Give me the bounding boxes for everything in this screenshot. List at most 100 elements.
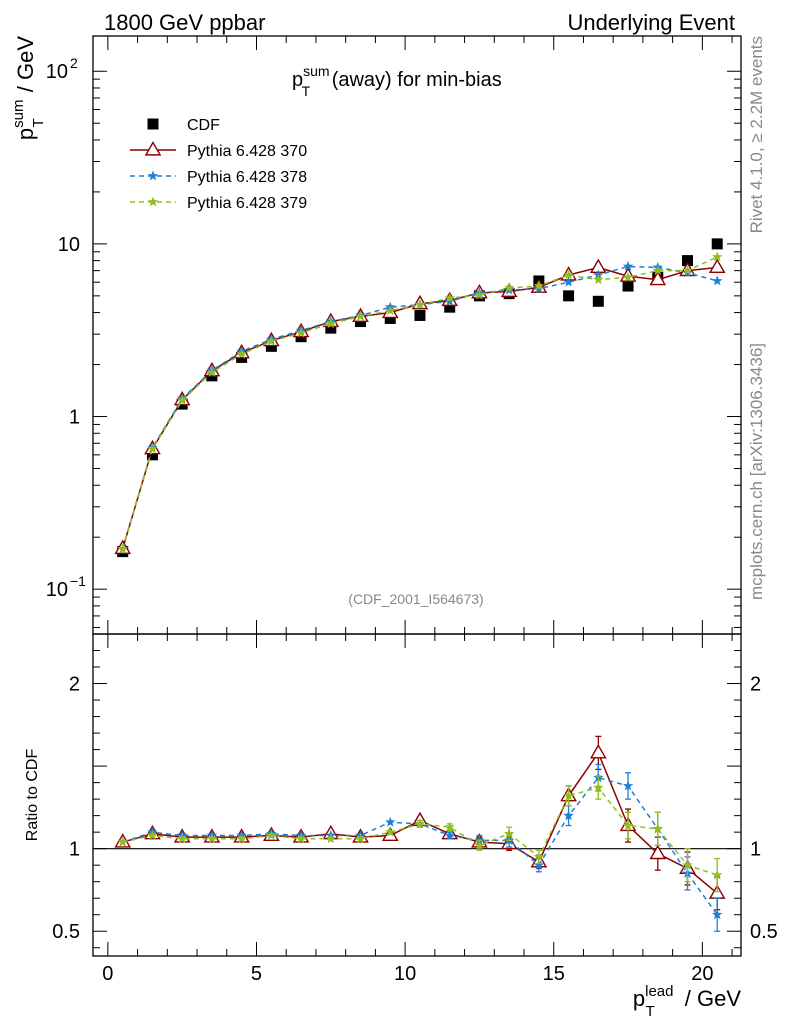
data-point	[474, 289, 485, 300]
series-line	[121, 266, 718, 549]
data-point	[563, 269, 574, 280]
header-right: Underlying Event	[567, 10, 735, 35]
data-point	[444, 295, 455, 306]
ratio-point	[712, 909, 723, 920]
ratio-point	[712, 869, 723, 880]
data-point	[295, 327, 307, 338]
ratio-panel-frame	[92, 633, 742, 957]
y-tick-label: 10	[46, 579, 68, 601]
legend-label: Pythia 6.428 379	[187, 195, 307, 212]
data-point	[712, 251, 723, 262]
ratio-y-tick-label-left: 0.5	[52, 921, 80, 943]
ratio-series-3	[117, 775, 723, 893]
ratio-point	[622, 780, 634, 791]
data-point	[117, 543, 128, 554]
ratio-point	[325, 833, 336, 844]
ratio-y-tick-label-left: 2	[69, 674, 80, 696]
legend-marker	[147, 170, 159, 181]
ratio-point	[622, 820, 634, 830]
data-point	[444, 292, 455, 303]
series-line	[121, 256, 718, 550]
data-point	[622, 280, 634, 292]
ratio-point	[563, 810, 574, 821]
ratio-series-layer	[114, 735, 726, 932]
ratio-point	[593, 782, 604, 792]
x-tick-label: 15	[543, 963, 565, 985]
y-tick-label: 1	[69, 407, 80, 429]
ratio-point	[414, 818, 426, 829]
x-tick-label: 5	[251, 963, 262, 985]
legend-label: Pythia 6.428 378	[187, 169, 307, 186]
data-point	[176, 394, 188, 405]
data-point	[711, 238, 723, 250]
x-axis-label: plead T / GeV	[633, 983, 741, 1020]
ratio-point	[266, 830, 277, 840]
legend-entry-2: Pythia 6.428 378	[130, 169, 307, 186]
ratio-point	[533, 851, 545, 862]
ratio-point	[236, 833, 247, 844]
y-tick-label: 10	[46, 61, 68, 83]
ratio-point	[385, 816, 396, 827]
data-point	[385, 305, 396, 316]
ratio-series-2	[117, 763, 723, 932]
ratio-point	[444, 821, 455, 832]
data-point	[503, 282, 515, 293]
data-point	[563, 276, 574, 287]
x-tick-label: 20	[691, 963, 713, 985]
ratio-point	[385, 826, 396, 837]
ratio-point	[503, 828, 515, 839]
data-point	[325, 322, 337, 334]
data-point	[649, 270, 667, 286]
data-point	[414, 309, 426, 321]
data-point	[414, 299, 426, 309]
ratio-y-tick-label-right: 2	[750, 674, 761, 696]
ratio-point	[117, 836, 128, 847]
data-point	[325, 318, 336, 329]
data-point	[712, 275, 723, 286]
data-point	[592, 295, 604, 307]
data-point	[265, 340, 277, 352]
ratio-point	[444, 830, 455, 840]
mcplots-label: mcplots.cern.ch [arXiv:1306.3436]	[747, 343, 766, 600]
ratio-y-axis-label: Ratio to CDF	[24, 749, 41, 842]
data-point	[236, 348, 247, 359]
rivet-version-label: Rivet 4.1.0, ≥ 2.2M events	[747, 36, 766, 233]
plot-title: psum T (away) for min-bias	[292, 63, 502, 99]
data-point	[681, 255, 693, 267]
data-point	[652, 265, 663, 276]
legend-label: Pythia 6.428 370	[187, 143, 307, 160]
x-tick-label: 10	[394, 963, 416, 985]
data-point	[682, 265, 693, 276]
data-point	[708, 258, 726, 274]
ratio-point	[147, 830, 158, 840]
y-tick-exponent: 2	[70, 55, 78, 71]
ratio-point	[589, 743, 607, 759]
ratio-point	[176, 833, 188, 844]
data-point	[622, 261, 634, 271]
data-point	[206, 367, 218, 377]
ratio-y-tick-label-left: 1	[69, 839, 80, 861]
legend: CDF Pythia 6.428 370 Pythia 6.428 378 Pythi…	[130, 117, 307, 212]
data-point	[146, 449, 158, 461]
ratio-point	[206, 833, 218, 844]
y-tick-exponent: −1	[70, 573, 86, 589]
ratio-point	[355, 833, 366, 844]
ratio-point	[474, 839, 485, 850]
series-3	[117, 251, 723, 554]
legend-marker	[144, 141, 162, 156]
series-0	[117, 238, 723, 558]
ratio-point	[533, 859, 545, 870]
data-point	[355, 310, 366, 321]
data-point	[266, 335, 277, 346]
legend-marker	[147, 196, 159, 207]
ratio-point	[649, 844, 667, 860]
ratio-y-tick-label-right: 1	[750, 839, 761, 861]
ratio-point	[652, 823, 663, 834]
data-point	[533, 280, 545, 291]
ratio-point	[563, 790, 574, 801]
data-point	[147, 443, 158, 454]
data-point	[593, 274, 604, 285]
legend-entry-3: Pythia 6.428 379	[130, 195, 307, 212]
ratio-y-tick-label-right: 0.5	[750, 921, 778, 943]
